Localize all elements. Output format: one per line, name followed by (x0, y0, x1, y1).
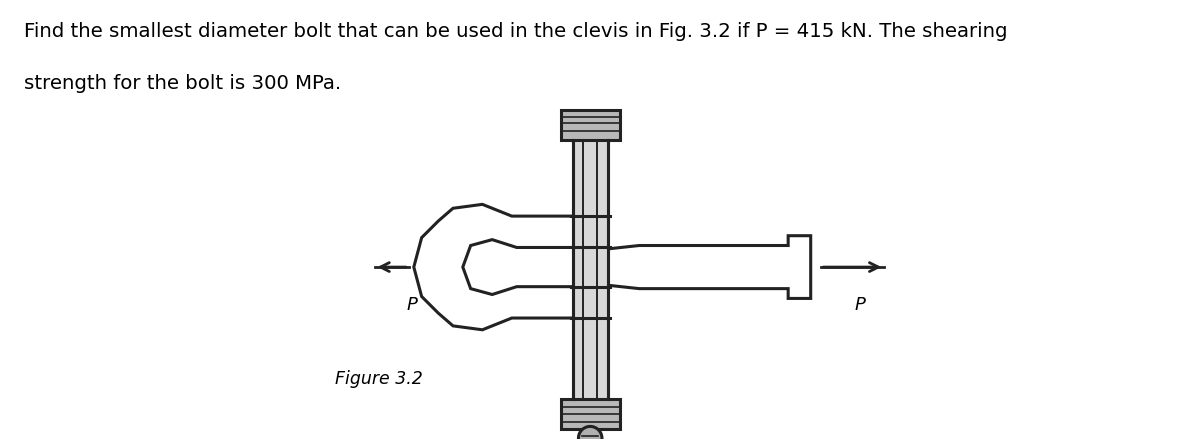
Bar (560, 110, 619, 140)
Bar (572, 140, 608, 400)
Text: Figure 3.2: Figure 3.2 (336, 370, 424, 388)
Polygon shape (602, 236, 811, 299)
Circle shape (578, 427, 602, 443)
Bar (572, 137, 608, 142)
Text: P: P (854, 296, 865, 315)
Bar (560, 400, 619, 429)
Text: Find the smallest diameter bolt that can be used in the clevis in Fig. 3.2 if P : Find the smallest diameter bolt that can… (24, 22, 1007, 41)
Text: P: P (407, 296, 418, 315)
Polygon shape (414, 204, 577, 330)
Text: strength for the bolt is 300 MPa.: strength for the bolt is 300 MPa. (24, 74, 341, 93)
